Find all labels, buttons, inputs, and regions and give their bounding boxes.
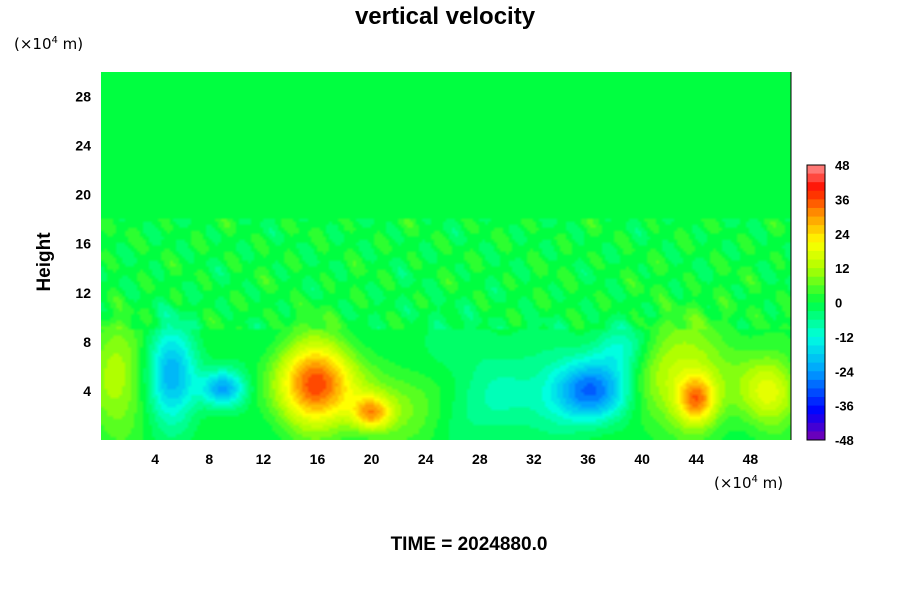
- colorbar-tick-label: 12: [835, 261, 849, 276]
- colorbar-tick-label: 24: [835, 227, 850, 242]
- colorbar-band: [807, 397, 825, 406]
- chart-title: vertical velocity: [355, 3, 536, 30]
- x-tick-label: 8: [205, 451, 213, 467]
- colorbar-band: [807, 182, 825, 192]
- plot-area: [101, 72, 792, 440]
- x-tick-label: 4: [151, 451, 159, 467]
- colorbar-band: [807, 431, 825, 441]
- y-axis-label: Height: [34, 232, 55, 292]
- colorbar-ticks: 48 36 24 12 0 -12 -24 -36 -48: [835, 158, 855, 448]
- y-tick-label: 20: [75, 187, 91, 203]
- x-tick-label: 20: [364, 451, 380, 467]
- colorbar-tick-label: 0: [835, 296, 842, 311]
- x-tick-label: 12: [256, 451, 272, 467]
- x-tick-label: 32: [526, 451, 542, 467]
- colorbar-band: [807, 345, 825, 355]
- colorbar-band: [807, 362, 825, 372]
- colorbar-tick-label: -48: [835, 433, 854, 448]
- y-tick-label: 28: [75, 89, 91, 105]
- colorbar-band: [807, 405, 825, 415]
- colorbar-band: [807, 250, 825, 260]
- y-tick-label: 24: [75, 138, 91, 154]
- y-tick-label: 12: [75, 285, 91, 301]
- y-tick-label: 8: [83, 334, 91, 350]
- colorbar-band: [807, 336, 825, 346]
- x-tick-label: 36: [580, 451, 596, 467]
- x-tick-label: 24: [418, 451, 434, 467]
- colorbar-band: [807, 371, 825, 381]
- colorbar-band: [807, 328, 825, 338]
- colorbar-band: [807, 319, 825, 329]
- x-axis-ticks: 4 8 12 16 20 24 28 32 36 40 44 48: [151, 451, 758, 467]
- colorbar-band: [807, 225, 825, 235]
- x-tick-label: 28: [472, 451, 488, 467]
- colorbar-band: [807, 268, 825, 278]
- colorbar-tick-label: -12: [835, 330, 854, 345]
- colorbar-band: [807, 311, 825, 320]
- colorbar-band: [807, 388, 825, 398]
- colorbar-band: [807, 422, 825, 432]
- colorbar-band: [807, 165, 825, 174]
- x-tick-label: 44: [689, 451, 705, 467]
- velocity-field: [101, 72, 791, 440]
- colorbar-tick-label: -24: [835, 364, 855, 379]
- time-label: TIME = 2024880.0: [391, 534, 548, 555]
- colorbar-band: [807, 233, 825, 243]
- x-tick-label: 40: [634, 451, 650, 467]
- colorbar-band: [807, 379, 825, 389]
- colorbar-band: [807, 199, 825, 209]
- colorbar-tick-label: 48: [835, 158, 849, 173]
- colorbar-band: [807, 190, 825, 200]
- x-axis-unit: (×104 m): [714, 474, 783, 492]
- colorbar-band: [807, 173, 825, 183]
- y-axis-ticks: 4 8 12 16 20 24 28: [75, 89, 91, 399]
- colorbar-band: [807, 414, 825, 424]
- colorbar-band: [807, 207, 825, 217]
- colorbar-band: [807, 276, 825, 286]
- colorbar-band: [807, 285, 825, 295]
- colorbar-bands: [806, 164, 826, 441]
- x-tick-label: 16: [310, 451, 326, 467]
- colorbar-outline: [806, 164, 826, 441]
- colorbar-band: [807, 293, 825, 303]
- x-tick-label: 48: [743, 451, 759, 467]
- colorbar-tick-label: 36: [835, 192, 849, 207]
- colorbar-band: [807, 302, 825, 312]
- colorbar-band: [807, 259, 825, 269]
- colorbar-band: [807, 354, 825, 363]
- y-tick-label: 4: [83, 383, 91, 399]
- colorbar-band: [807, 242, 825, 252]
- y-axis-unit: (×104 m): [14, 35, 83, 53]
- colorbar-tick-label: -36: [835, 399, 854, 414]
- colorbar-band: [807, 216, 825, 226]
- y-tick-label: 16: [75, 236, 91, 252]
